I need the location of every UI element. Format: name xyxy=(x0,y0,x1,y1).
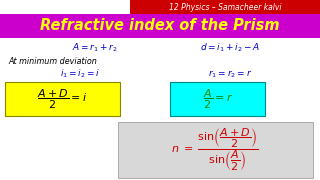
Bar xyxy=(0,14,320,38)
Text: $A = r_1 + r_2$: $A = r_1 + r_2$ xyxy=(72,42,118,54)
Text: $\dfrac{A}{2} = r$: $\dfrac{A}{2} = r$ xyxy=(203,87,233,111)
Text: $r_1 = r_2 = r$: $r_1 = r_2 = r$ xyxy=(208,68,252,80)
Bar xyxy=(118,122,313,178)
Text: $i_1 = i_2 = i$: $i_1 = i_2 = i$ xyxy=(60,68,100,80)
Text: $\dfrac{A+D}{2} = i$: $\dfrac{A+D}{2} = i$ xyxy=(37,87,87,111)
Text: $d = i_1 + i_2 - A$: $d = i_1 + i_2 - A$ xyxy=(200,42,260,54)
Bar xyxy=(170,82,265,116)
Text: 12 Physics – Samacheer kalvi: 12 Physics – Samacheer kalvi xyxy=(169,3,281,12)
Bar xyxy=(130,0,320,14)
Bar xyxy=(5,82,120,116)
Text: At minimum deviation: At minimum deviation xyxy=(8,57,97,66)
Text: $n \;=\; \dfrac{\sin\!\left(\dfrac{A+D}{2}\right)}{\sin\!\left(\dfrac{A}{2}\righ: $n \;=\; \dfrac{\sin\!\left(\dfrac{A+D}{… xyxy=(171,127,259,173)
Text: Refractive index of the Prism: Refractive index of the Prism xyxy=(40,19,280,33)
